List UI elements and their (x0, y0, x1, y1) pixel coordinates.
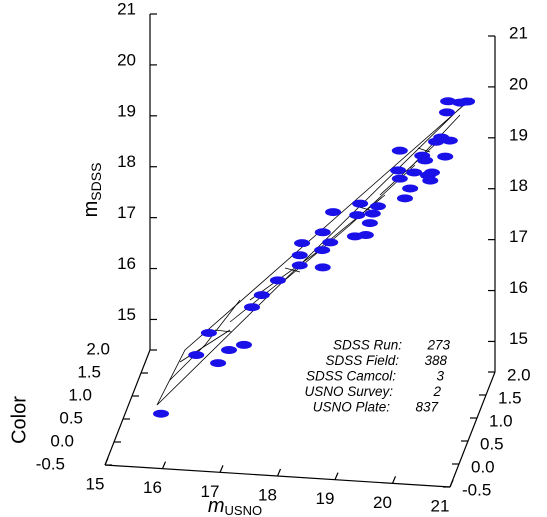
point (391, 146, 408, 155)
point (253, 291, 270, 300)
point (406, 168, 423, 177)
y-tick-label: 2.0 (507, 365, 531, 384)
x-tick (391, 476, 397, 484)
z-tick-label: 16 (509, 278, 528, 297)
z-tick-label: 21 (117, 0, 136, 18)
y-tick-label: 1.0 (489, 411, 513, 430)
point (235, 340, 252, 349)
x-axis-label: mUSNO (208, 495, 262, 517)
point (422, 176, 439, 185)
y-tick-label: 1.5 (498, 388, 522, 407)
point (391, 174, 408, 183)
point (357, 231, 374, 240)
point (200, 328, 217, 337)
x-tick (276, 468, 282, 477)
point (210, 359, 227, 368)
x-tick (449, 479, 454, 488)
y-tick-label: 0.0 (471, 457, 495, 476)
point (369, 202, 386, 211)
x-tick-label: 17 (201, 482, 220, 501)
y-axis-right (449, 371, 496, 488)
x-axis-label-main: m (208, 495, 225, 517)
x-tick-label: 15 (86, 474, 105, 493)
annotation-value: 273 (426, 338, 450, 353)
x-tick-label: 21 (431, 496, 450, 515)
point (294, 239, 311, 248)
x-tick-label: 18 (258, 485, 277, 504)
point (291, 251, 308, 260)
annotation-label: SDSS Camcol: (306, 369, 396, 384)
z-tick-label: 15 (509, 329, 528, 348)
point (325, 208, 342, 217)
point (322, 238, 339, 247)
y-axis-label: Color (8, 396, 30, 444)
x-tick (219, 465, 224, 473)
point (364, 209, 381, 218)
point (390, 166, 407, 175)
x-tick-label: 20 (373, 493, 392, 512)
z-tick-label: 19 (117, 101, 136, 120)
z-tick-label: 16 (117, 254, 136, 273)
annotation-value: 2 (432, 384, 441, 399)
z-tick-label: 15 (117, 305, 136, 324)
z-tick-label: 21 (509, 23, 528, 42)
point (438, 108, 455, 117)
x-tick (104, 457, 109, 466)
annotation-value: 3 (436, 369, 444, 384)
point (314, 263, 331, 272)
z-tick-label: 17 (509, 227, 528, 246)
point (440, 97, 457, 106)
x-tick-label: 16 (143, 478, 162, 497)
annotation-value: 388 (424, 353, 447, 368)
y-tick-label: -0.5 (462, 480, 491, 499)
z-tick-label: 17 (117, 203, 136, 222)
point (402, 184, 419, 193)
x-tick (334, 472, 339, 480)
point (396, 194, 413, 203)
point (437, 152, 454, 161)
z-tick-label: 20 (509, 74, 528, 93)
x-tick-label: 19 (316, 489, 335, 508)
y-tick-label: 1.5 (77, 362, 101, 381)
point (314, 246, 331, 255)
annotation-label: USNO Survey: (304, 384, 393, 399)
point (349, 211, 366, 220)
y-axis-left (104, 349, 151, 466)
z-axis-label: mSDSS (80, 163, 103, 218)
point (221, 346, 238, 355)
z-tick-label: 18 (117, 152, 136, 171)
point (441, 136, 458, 145)
point (291, 261, 308, 270)
point (153, 409, 169, 418)
y-tick-label: 0.5 (480, 434, 504, 453)
point (424, 168, 440, 177)
point (269, 276, 286, 285)
z-tick-label: 20 (117, 50, 136, 69)
point (352, 199, 369, 208)
annotation-value: 837 (415, 400, 438, 415)
annotation-label: SDSS Run: (333, 338, 402, 353)
point (361, 219, 378, 228)
point (417, 156, 434, 165)
point (244, 303, 261, 312)
annotation-label: SDSS Field: (325, 353, 399, 368)
annotation-label: USNO Plate: (313, 400, 391, 415)
y-tick-label: 2.0 (86, 339, 110, 358)
point (459, 97, 476, 106)
y-tick-label: 0.0 (50, 431, 74, 450)
point (188, 351, 205, 360)
y-tick-label: 0.5 (59, 408, 83, 427)
x-tick (161, 461, 167, 469)
z-tick-label: 18 (509, 176, 528, 195)
y-tick-label: 1.0 (68, 385, 92, 404)
z-axis-label-main: m (80, 201, 102, 218)
z-tick-label: 19 (509, 125, 528, 144)
x-axis-label-sub: USNO (225, 503, 263, 517)
y-tick-label: -0.5 (36, 454, 65, 473)
z-axis-label-sub: SDSS (88, 163, 104, 201)
point (314, 228, 331, 237)
